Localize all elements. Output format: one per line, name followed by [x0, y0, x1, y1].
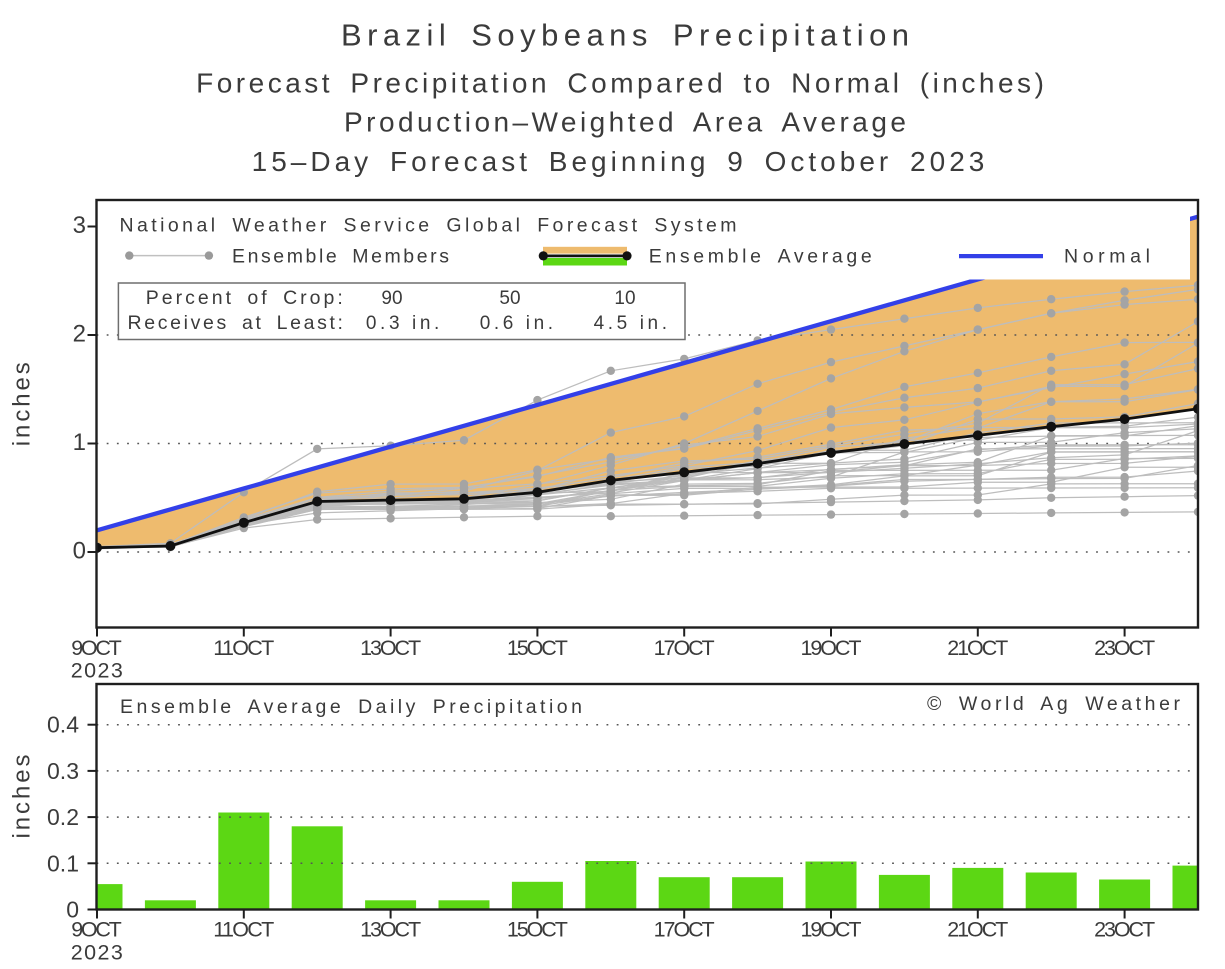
svg-text:inches: inches — [9, 752, 36, 839]
svg-text:© World Ag Weather: © World Ag Weather — [927, 693, 1184, 715]
svg-text:10: 10 — [614, 288, 635, 309]
svg-text:National Weather Service Globa: National Weather Service Global Forecast… — [120, 215, 740, 237]
svg-text:Normal: Normal — [1064, 246, 1155, 268]
svg-text:11OCT: 11OCT — [213, 636, 274, 660]
svg-text:90: 90 — [381, 288, 402, 309]
svg-text:2: 2 — [73, 321, 86, 348]
svg-text:17OCT: 17OCT — [654, 918, 715, 942]
svg-text:0.6 in.: 0.6 in. — [480, 313, 557, 334]
svg-text:50: 50 — [499, 288, 520, 309]
svg-text:1: 1 — [73, 429, 86, 456]
svg-text:inches: inches — [9, 359, 36, 446]
svg-text:9OCT: 9OCT — [71, 918, 121, 942]
svg-text:4.5 in.: 4.5 in. — [594, 313, 671, 334]
svg-text:15OCT: 15OCT — [507, 636, 568, 660]
svg-text:Receives at Least:: Receives at Least: — [128, 312, 346, 334]
svg-text:Brazil Soybeans Precipitation: Brazil Soybeans Precipitation — [341, 18, 915, 53]
svg-text:9OCT: 9OCT — [71, 636, 121, 660]
svg-text:0.1: 0.1 — [47, 850, 79, 876]
svg-text:23OCT: 23OCT — [1094, 636, 1155, 660]
svg-text:Ensemble Members: Ensemble Members — [232, 246, 452, 268]
svg-text:Production–Weighted Area Avera: Production–Weighted Area Average — [344, 107, 909, 138]
svg-text:Forecast Precipitation Compare: Forecast Precipitation Compared to Norma… — [196, 68, 1047, 99]
svg-text:2023: 2023 — [71, 658, 124, 682]
svg-text:0: 0 — [66, 897, 79, 923]
svg-text:11OCT: 11OCT — [213, 918, 274, 942]
svg-text:0.3: 0.3 — [47, 758, 79, 784]
svg-text:19OCT: 19OCT — [800, 636, 861, 660]
svg-text:3: 3 — [73, 212, 86, 239]
svg-text:13OCT: 13OCT — [360, 636, 421, 660]
svg-text:17OCT: 17OCT — [654, 636, 715, 660]
svg-text:21OCT: 21OCT — [947, 918, 1008, 942]
svg-text:0.3 in.: 0.3 in. — [366, 313, 443, 334]
svg-text:21OCT: 21OCT — [947, 636, 1008, 660]
svg-text:0: 0 — [73, 538, 86, 565]
svg-text:Ensemble Average Daily Precipi: Ensemble Average Daily Precipitation — [120, 696, 585, 718]
svg-text:13OCT: 13OCT — [360, 918, 421, 942]
svg-text:0.4: 0.4 — [47, 712, 79, 738]
svg-text:Ensemble Average: Ensemble Average — [649, 246, 876, 268]
svg-text:15OCT: 15OCT — [507, 918, 568, 942]
svg-text:Percent of Crop:: Percent of Crop: — [146, 287, 346, 309]
svg-text:0.2: 0.2 — [47, 804, 79, 830]
svg-text:2023: 2023 — [71, 941, 124, 965]
svg-text:23OCT: 23OCT — [1094, 918, 1155, 942]
svg-text:15–Day Forecast Beginning 9 Oc: 15–Day Forecast Beginning 9 October 2023 — [252, 146, 989, 177]
svg-text:19OCT: 19OCT — [800, 918, 861, 942]
